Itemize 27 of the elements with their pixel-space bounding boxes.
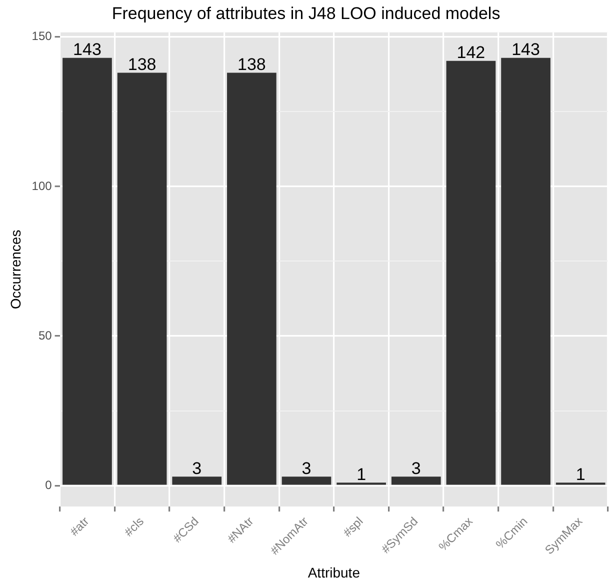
x-tick-label: #atr	[67, 514, 92, 539]
bar	[227, 72, 276, 485]
y-tick-label: 50	[38, 328, 52, 342]
y-tick-label: 150	[32, 29, 52, 44]
bar	[117, 72, 167, 485]
data-label: 3	[302, 458, 312, 478]
bar	[172, 476, 222, 485]
data-label: 138	[128, 54, 156, 74]
data-label: 1	[356, 464, 366, 484]
bar	[282, 476, 332, 485]
data-label: 138	[237, 54, 266, 74]
y-tick-label: 100	[32, 178, 52, 193]
data-label: 143	[512, 40, 540, 60]
y-axis-title: Occurrences	[7, 230, 24, 310]
data-label: 3	[192, 458, 202, 478]
bar	[391, 476, 441, 485]
chart-title: Frequency of attributes in J48 LOO induced models	[112, 4, 500, 23]
x-tick-label: #cls	[122, 514, 147, 540]
data-label: 1	[576, 464, 586, 484]
x-axis-title: Attribute	[308, 564, 360, 580]
y-tick-label: 0	[45, 478, 52, 492]
bar	[501, 58, 550, 485]
data-label: 143	[73, 40, 102, 60]
data-label: 142	[456, 43, 486, 62]
data-label: 3	[411, 458, 421, 478]
bar	[62, 58, 112, 485]
bar	[446, 60, 496, 485]
